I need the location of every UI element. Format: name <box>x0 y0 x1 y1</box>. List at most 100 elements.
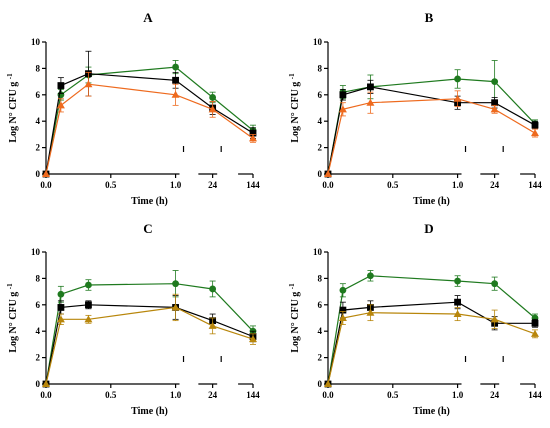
x-tick-label: 24 <box>490 390 500 400</box>
y-tick-label: 0 <box>36 169 41 179</box>
data-point-circle <box>454 277 461 285</box>
series-square <box>324 79 539 178</box>
data-point-triangle <box>490 315 499 323</box>
data-point-square <box>85 301 92 309</box>
x-tick-label: 144 <box>528 180 542 190</box>
y-axis-label: Log N° CFU g -1 <box>6 283 19 353</box>
y-axis-label-superscript: -1 <box>288 73 296 79</box>
series-square <box>324 295 539 388</box>
data-point-triangle <box>366 98 375 106</box>
x-tick-label: 0.0 <box>40 180 52 190</box>
x-axis-label: Time (h) <box>413 406 450 417</box>
series-line <box>45 73 254 175</box>
series-line <box>327 78 536 175</box>
y-tick-label: 4 <box>318 116 323 126</box>
series-line <box>327 86 536 175</box>
y-tick-label: 8 <box>36 63 41 73</box>
y-axis-label-text: Log N° CFU g <box>290 79 301 142</box>
x-tick-label: 0.5 <box>387 180 399 190</box>
y-tick-label: 0 <box>36 379 41 389</box>
x-tick-label: 1.0 <box>170 390 182 400</box>
series-line <box>327 301 535 385</box>
data-point-circle <box>172 63 179 71</box>
data-point-circle <box>209 94 217 101</box>
data-point-square <box>172 76 179 84</box>
series-line <box>45 283 254 385</box>
series-triangle <box>42 293 257 387</box>
series-circle <box>324 60 539 178</box>
data-point-triangle <box>208 321 217 329</box>
data-point-triangle <box>531 329 539 337</box>
series-square <box>42 295 257 388</box>
y-tick-label: 6 <box>36 90 41 100</box>
y-tick-label: 8 <box>36 273 41 283</box>
y-tick-label: 10 <box>31 37 41 47</box>
data-point-triangle <box>366 308 375 316</box>
x-tick-label: 144 <box>528 390 542 400</box>
data-point-square <box>531 121 539 129</box>
x-tick-label: 1.0 <box>452 390 464 400</box>
data-point-triangle <box>453 94 462 102</box>
data-point-triangle <box>338 105 347 113</box>
panel-title: A <box>143 10 153 25</box>
y-tick-label: 2 <box>318 143 323 153</box>
data-point-triangle <box>324 170 332 177</box>
x-tick-label: 0.5 <box>105 390 117 400</box>
y-tick-label: 6 <box>318 300 323 310</box>
x-tick-label: 0.5 <box>387 390 399 400</box>
y-tick-label: 10 <box>31 247 41 257</box>
data-point-circle <box>209 285 217 293</box>
series-line <box>327 98 536 175</box>
data-point-triangle <box>84 315 93 323</box>
x-tick-label: 0.5 <box>105 180 117 190</box>
data-point-square <box>339 91 347 99</box>
series-triangle <box>42 71 257 177</box>
data-point-triangle <box>453 310 462 318</box>
x-axis-label: Time (h) <box>131 196 168 207</box>
panel-title: D <box>424 221 433 236</box>
x-axis-label: Time (h) <box>413 196 450 207</box>
y-axis-label-text: Log N° CFU g <box>8 289 19 352</box>
panel-title: B <box>425 10 434 25</box>
data-point-triangle <box>324 380 332 387</box>
x-tick-label: 0.0 <box>322 180 334 190</box>
data-point-square <box>339 306 347 314</box>
data-point-triangle <box>338 314 347 321</box>
data-point-circle <box>57 290 65 298</box>
y-tick-label: 4 <box>36 116 41 126</box>
data-point-square <box>57 82 65 89</box>
y-axis-label: Log N° CFU g -1 <box>6 73 19 143</box>
y-tick-label: 6 <box>36 300 41 310</box>
data-point-triangle <box>208 105 217 113</box>
data-point-circle <box>339 286 347 294</box>
y-axis-label-text: Log N° CFU g <box>290 289 301 352</box>
x-axis-label: Time (h) <box>131 406 168 417</box>
y-tick-label: 2 <box>36 143 41 153</box>
series-circle <box>42 270 257 388</box>
series-triangle <box>324 90 539 177</box>
data-point-triangle <box>249 335 257 343</box>
series-line <box>45 66 254 175</box>
data-point-triangle <box>171 90 180 98</box>
y-tick-label: 0 <box>318 169 323 179</box>
y-tick-label: 2 <box>36 353 41 363</box>
y-axis-label: Log N° CFU g -1 <box>288 283 301 353</box>
data-point-square <box>249 129 257 137</box>
x-tick-label: 144 <box>246 390 260 400</box>
data-point-square <box>491 99 499 107</box>
data-point-triangle <box>249 134 257 142</box>
y-tick-label: 2 <box>318 353 323 363</box>
y-axis-label: Log N° CFU g -1 <box>288 73 301 143</box>
data-point-triangle <box>56 315 65 323</box>
series-line <box>327 312 536 385</box>
data-point-square <box>454 298 461 306</box>
data-point-square <box>531 319 539 327</box>
series-square <box>42 50 257 178</box>
y-tick-label: 10 <box>313 37 323 47</box>
data-point-triangle <box>171 303 180 311</box>
x-tick-label: 24 <box>208 180 218 190</box>
x-tick-label: 1.0 <box>452 180 464 190</box>
x-tick-label: 0.0 <box>40 390 52 400</box>
y-tick-label: 4 <box>318 326 323 336</box>
